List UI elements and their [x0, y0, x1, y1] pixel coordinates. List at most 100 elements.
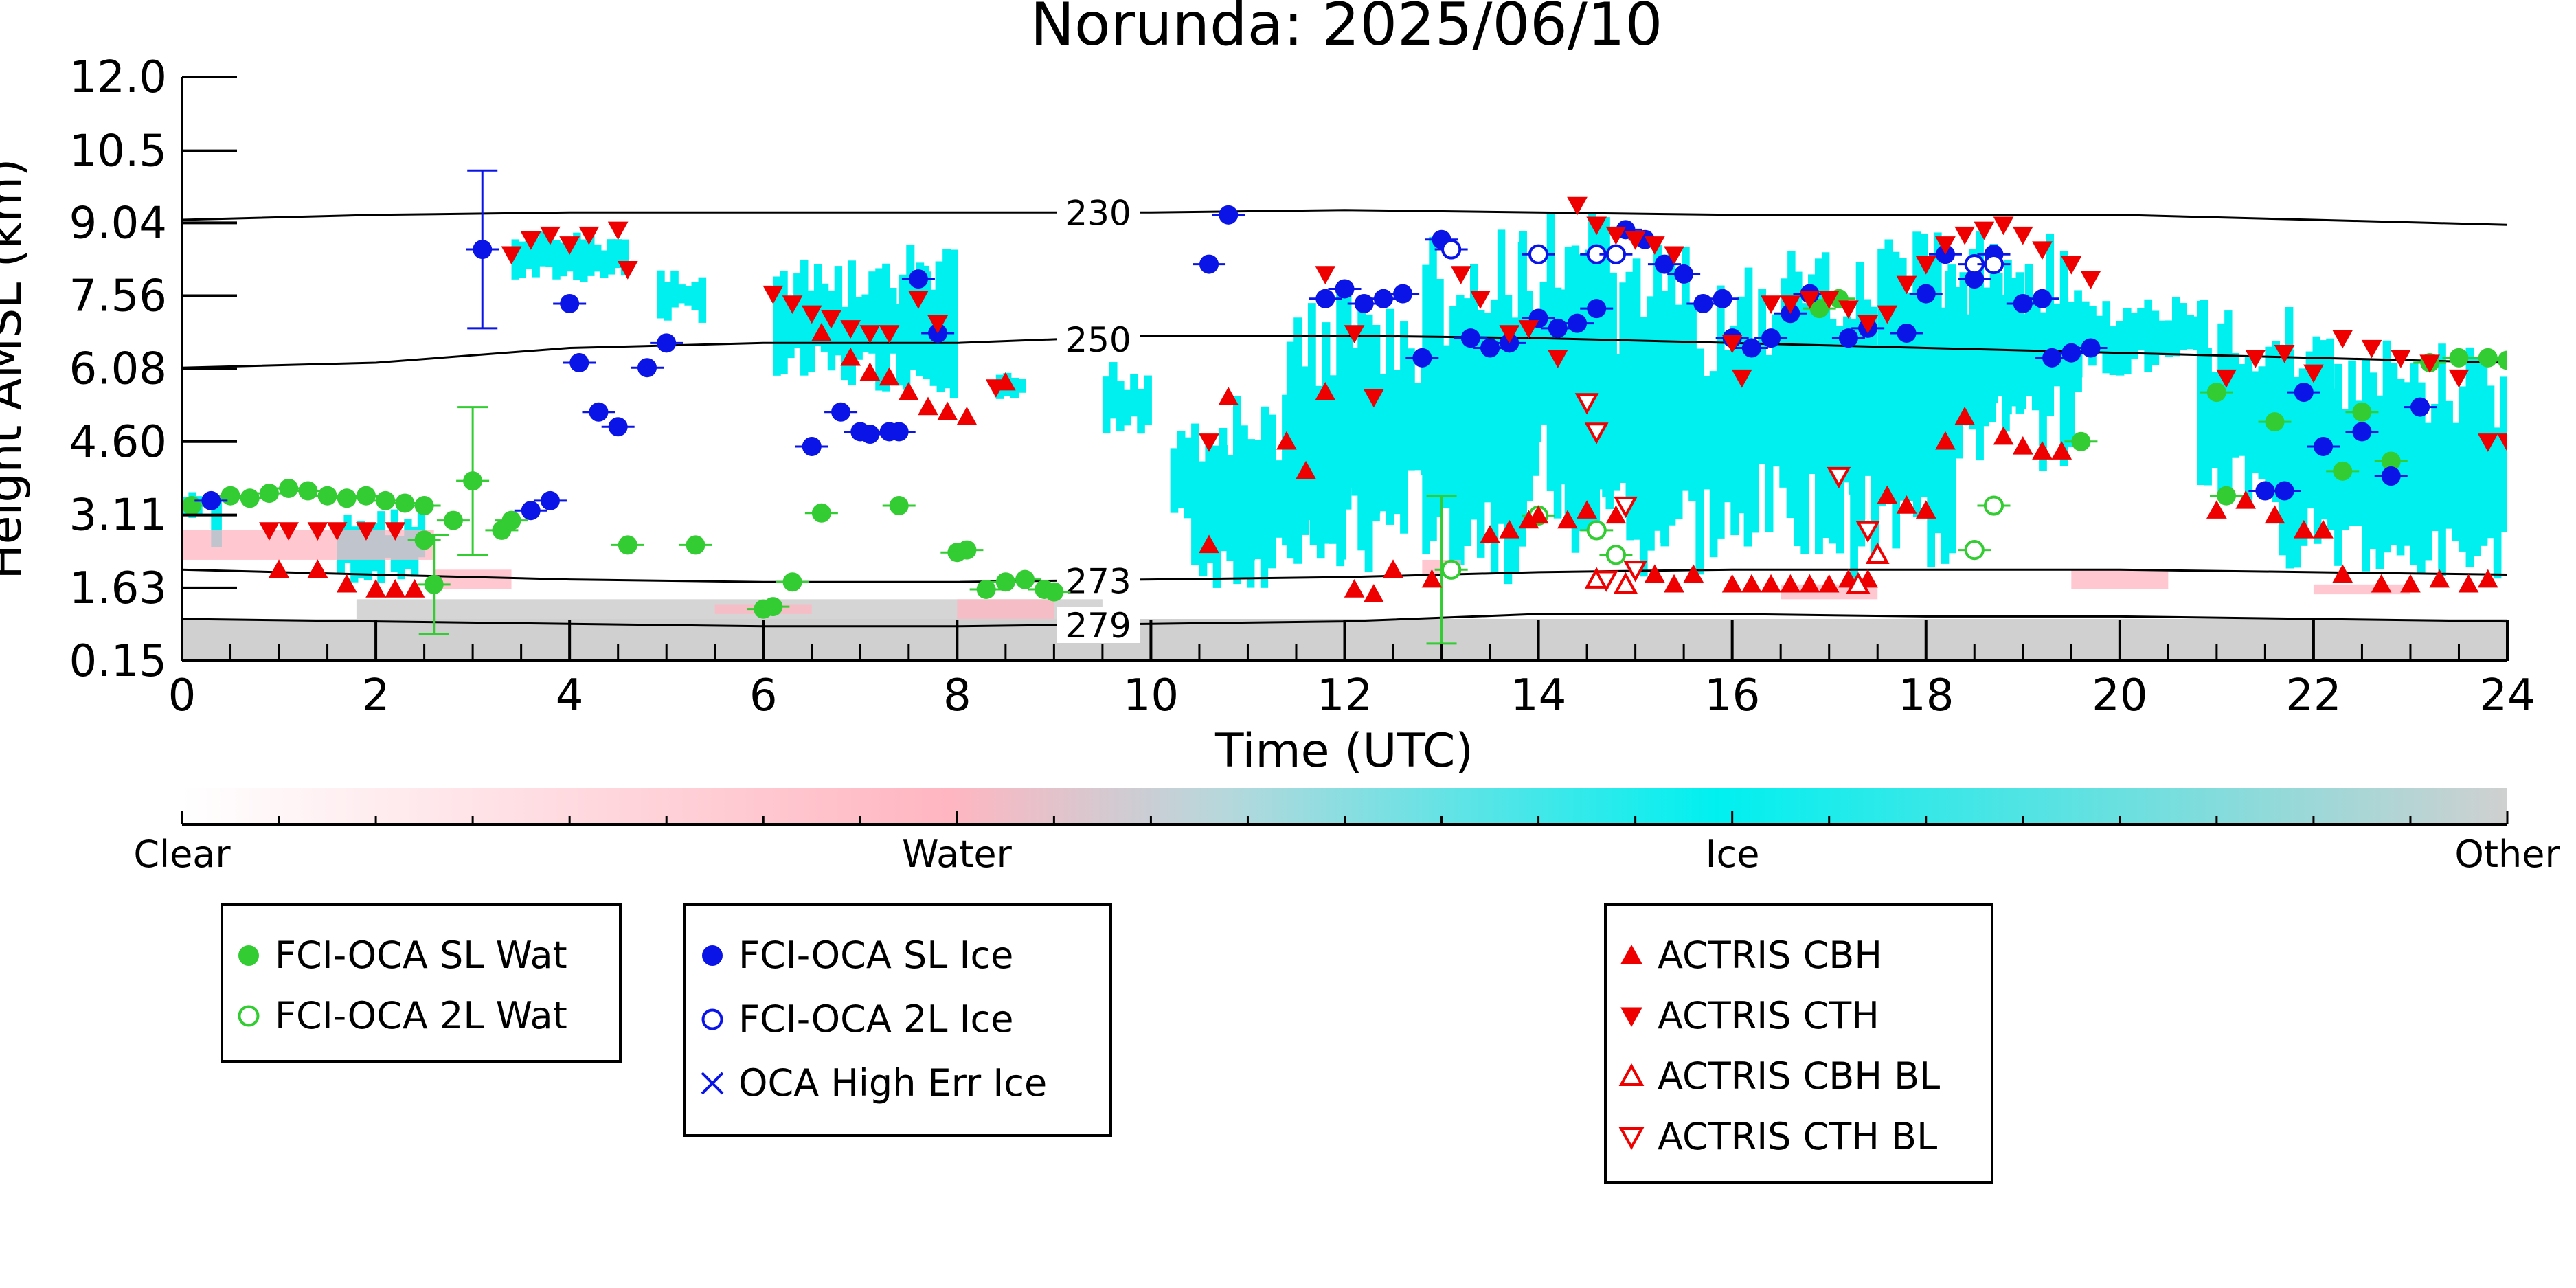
actris-cth-point — [1315, 266, 1336, 284]
actris-cth-point — [617, 261, 638, 280]
legend-marker-actris-cth — [1620, 1007, 1642, 1028]
actris-cbh-point — [956, 406, 978, 425]
phase-ice-streak — [2472, 436, 2481, 556]
phase-ice-streak — [1743, 329, 1752, 547]
phase-ice-streak — [664, 282, 672, 321]
legend-ice-frame — [683, 903, 1112, 1137]
actris-cth-point — [1780, 295, 1801, 314]
phase-ice-streak — [1206, 465, 1214, 563]
phase-ice-streak — [684, 286, 692, 306]
phase-ice-streak — [861, 294, 870, 352]
actris-cbh-point — [2458, 574, 2479, 593]
fci-oca-sl-wat-point — [2333, 461, 2353, 481]
actris-cbh-point — [365, 578, 386, 598]
phase-ice-streak — [1612, 354, 1620, 491]
fci-oca-sl-ice-point — [657, 333, 677, 353]
legend-label-actris-cbh: ACTRIS CBH — [1658, 934, 1882, 977]
actris-cth-point — [1761, 295, 1781, 314]
fci-oca-sl-wat-point — [376, 490, 396, 510]
actris-cth-point — [1799, 291, 1820, 309]
fci-oca-sl-ice-point — [2410, 397, 2430, 417]
actris-cth-point — [1935, 236, 1956, 255]
phase-ice-streak — [1429, 236, 1437, 541]
phase-ice-streak — [1973, 295, 1982, 400]
actris-cth-point — [1547, 350, 1568, 368]
fci-oca-sl-wat-point — [414, 530, 434, 550]
phase-ice-streak — [1729, 325, 1738, 497]
actris-cbh-point — [1557, 510, 1578, 529]
phase-ice-streak — [1927, 398, 1936, 568]
actris-cbh-point — [1199, 534, 1219, 554]
actris-cth-point — [259, 522, 280, 541]
x-tick-label: 4 — [556, 670, 584, 721]
phase-ice-streak — [2479, 477, 2488, 546]
actris-cbh-point — [2235, 490, 2257, 509]
phase-ice-streak — [1407, 348, 1415, 471]
fci-oca-sl-wat-point — [2071, 431, 2091, 451]
phase-ice-streak — [1843, 316, 1851, 483]
actris-cbh-point — [1499, 519, 1520, 539]
phase-ice-streak — [1682, 247, 1690, 491]
fci-oca-sl-wat-point — [976, 579, 996, 599]
phase-ice-streak — [2445, 428, 2453, 529]
phase-ice-streak — [1191, 423, 1199, 565]
actris-cth-point — [2012, 226, 2033, 245]
phase-ice-streak — [2410, 430, 2419, 565]
actris-cth-bl-point — [1614, 496, 1638, 519]
phase-ice-streak — [1709, 371, 1718, 558]
fci-oca-sl-ice-point — [1965, 269, 1985, 289]
phase-ice-streak — [1483, 313, 1492, 503]
actris-cbh-point — [1528, 505, 1549, 524]
fci-oca-sl-wat-point — [1044, 582, 1064, 602]
fci-oca-sl-ice-point — [637, 358, 657, 378]
actris-cbh-point — [1421, 569, 1443, 588]
phase-ice-streak — [1170, 448, 1179, 513]
fci-oca-sl-ice-point — [889, 422, 909, 442]
phase-ice-streak — [2040, 312, 2048, 363]
phase-ice-streak — [2102, 301, 2111, 374]
fci-oca-sl-ice-point — [1393, 284, 1413, 304]
phase-ice-streak — [2292, 411, 2301, 568]
phase-ice-streak — [2265, 406, 2273, 495]
phase-ice-streak — [539, 231, 547, 267]
phase-ice-streak — [1862, 299, 1871, 431]
phase-ice-streak — [1980, 309, 1989, 427]
phase-ice-streak — [1177, 431, 1186, 508]
phase-ice-streak — [1585, 249, 1594, 532]
phase-ice-streak — [1945, 271, 1954, 420]
phase-ice-streak — [2279, 358, 2287, 471]
fci-oca-sl-wat-point — [2216, 486, 2236, 506]
isotherm-line — [181, 335, 2508, 369]
actris-cbh-point — [2332, 564, 2353, 583]
fci-oca-sl-wat-point — [463, 471, 483, 491]
phase-ice-streak — [2306, 426, 2315, 509]
phase-ice-streak — [518, 241, 526, 278]
actris-cth-point — [1857, 315, 1878, 334]
x-tick-label: 18 — [1898, 670, 1954, 721]
phase-ice-streak — [780, 271, 788, 374]
legend-marker-actris-cbh — [1620, 944, 1642, 964]
phase-background — [182, 212, 2507, 661]
phase-ice-streak — [2032, 308, 2041, 352]
phase-ice-streak — [1315, 385, 1324, 485]
actris-cbh-point — [1993, 426, 2014, 445]
isotherm-label-bg — [1057, 321, 1140, 357]
actris-cbh-point — [1344, 578, 1365, 598]
actris-cth-point — [2245, 350, 2266, 368]
actris-cbh-point — [307, 559, 328, 578]
actris-cbh-point — [1877, 485, 1898, 504]
legend-label-actris-cth-bl: ACTRIS CTH BL — [1658, 1115, 1937, 1158]
fci-oca-sl-ice-point — [1897, 323, 1917, 343]
phase-ice-streak — [2382, 462, 2391, 528]
phase-ice-streak — [1393, 370, 1401, 515]
actris-cth-point — [1605, 226, 1627, 245]
fci-oca-sl-ice-point — [1654, 254, 1674, 274]
actris-cbh-point — [859, 362, 881, 381]
fci-oca-sl-ice-point — [1219, 205, 1239, 225]
phase-ice-streak — [1994, 273, 2003, 384]
actris-cth-point — [2477, 433, 2498, 452]
fci-oca-2l-ice-point — [1528, 244, 1549, 264]
phase-ice-streak — [1892, 346, 1901, 549]
phase-ice-streak — [1267, 414, 1276, 569]
phase-ice-streak — [2171, 297, 2180, 357]
